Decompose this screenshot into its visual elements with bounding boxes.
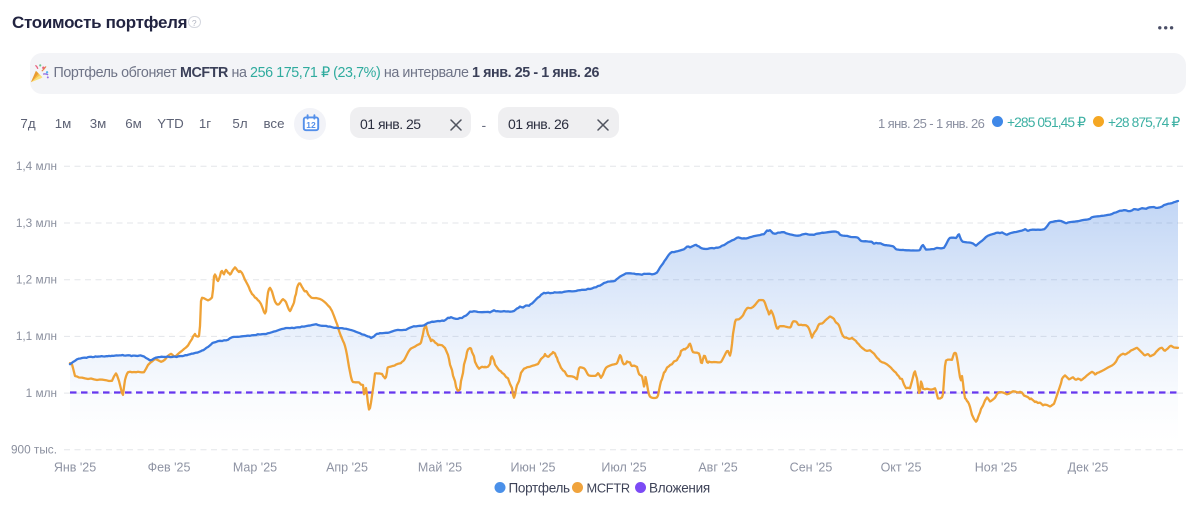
svg-text:1,3 млн: 1,3 млн xyxy=(16,216,57,230)
svg-text:Вложения: Вложения xyxy=(649,481,710,496)
svg-text:Июл '25: Июл '25 xyxy=(601,461,646,475)
svg-text:Июн '25: Июн '25 xyxy=(510,461,555,475)
svg-text:Мар '25: Мар '25 xyxy=(233,461,277,475)
svg-text:Авг '25: Авг '25 xyxy=(698,461,737,475)
svg-text:1,4 млн: 1,4 млн xyxy=(16,159,57,173)
svg-text:Фев '25: Фев '25 xyxy=(148,461,191,475)
svg-text:Сен '25: Сен '25 xyxy=(790,461,833,475)
svg-text:Окт '25: Окт '25 xyxy=(881,461,922,475)
svg-text:Ноя '25: Ноя '25 xyxy=(975,461,1018,475)
svg-text:Янв '25: Янв '25 xyxy=(54,461,96,475)
svg-text:1,1 млн: 1,1 млн xyxy=(16,329,57,343)
svg-text:Май '25: Май '25 xyxy=(418,461,462,475)
svg-text:MCFTR: MCFTR xyxy=(587,481,630,496)
svg-text:900 тыс.: 900 тыс. xyxy=(11,443,57,457)
svg-text:Портфель: Портфель xyxy=(509,481,571,496)
svg-text:Апр '25: Апр '25 xyxy=(326,461,368,475)
svg-text:Дек '25: Дек '25 xyxy=(1068,461,1109,475)
svg-text:12: 12 xyxy=(306,120,316,130)
svg-text:1,2 млн: 1,2 млн xyxy=(16,273,57,287)
svg-text:1 млн: 1 млн xyxy=(26,386,57,400)
